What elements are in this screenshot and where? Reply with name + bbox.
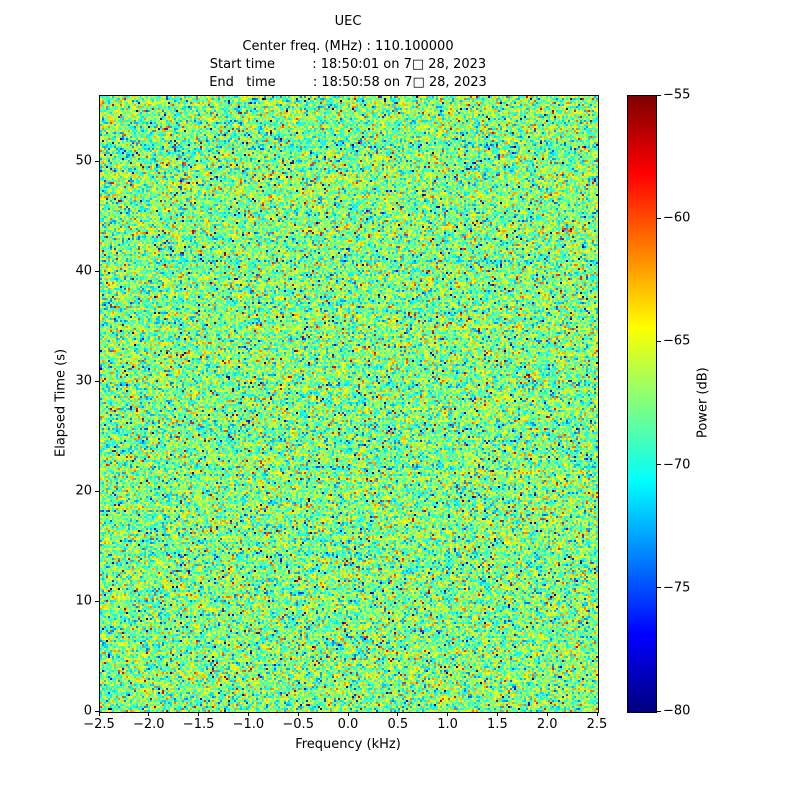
y-tick-mark [95,490,99,492]
colorbar-tick-label: −70 [663,457,691,473]
colorbar-tick-label: −80 [663,703,691,719]
y-tick-mark [95,270,99,272]
x-tick-label: −1.0 [232,717,265,732]
y-tick-mark [95,710,99,712]
colorbar-tick-mark [657,217,661,219]
colorbar-tick-label: −75 [663,580,691,596]
end-time-line: End time : 18:50:58 on 7□ 28, 2023 [209,75,487,90]
x-tick-label: 2.0 [536,717,558,732]
y-tick-label: 30 [75,373,92,389]
colorbar-tick-mark [657,94,661,96]
colorbar-tick-mark [657,587,661,589]
y-tick-label: 10 [75,593,92,609]
colorbar-canvas [628,96,656,712]
y-tick-label: 0 [83,703,92,719]
colorbar [627,95,657,713]
x-tick-mark [297,712,299,716]
y-tick-mark [95,160,99,162]
x-tick-label: 0.5 [387,717,409,732]
x-tick-label: 1.0 [437,717,458,732]
colorbar-tick-label: −60 [663,210,691,226]
start-time-line: Start time : 18:50:01 on 7□ 28, 2023 [209,57,487,72]
plot-subtitles: Center freq. (MHz) : 110.100000 Start ti… [0,38,696,92]
x-tick-label: 1.5 [487,717,508,732]
x-tick-label: −1.5 [182,717,215,732]
y-tick-label: 20 [75,483,92,499]
y-tick-label: 50 [75,153,92,169]
colorbar-tick-label: −65 [663,333,691,349]
y-tick-mark [95,380,99,382]
x-tick-mark [546,712,548,716]
y-tick-mark [95,600,99,602]
x-tick-label: 0.0 [337,717,359,732]
y-tick-label: 40 [75,263,92,279]
plot-title: UEC [334,14,362,29]
x-tick-mark [397,712,399,716]
heatmap-plot-area [99,95,599,713]
x-tick-mark [496,712,498,716]
colorbar-axis-label: Power (dB) [695,367,711,439]
y-axis-label: Elapsed Time (s) [53,348,69,458]
x-tick-mark [247,712,249,716]
x-tick-label: −2.0 [133,717,165,732]
x-tick-mark [447,712,449,716]
colorbar-tick-mark [657,710,661,712]
center-frequency-line: Center freq. (MHz) : 110.100000 [242,39,454,54]
x-tick-label: −2.5 [83,717,115,732]
x-axis-label: Frequency (kHz) [295,737,401,752]
colorbar-tick-label: −55 [663,87,691,103]
heatmap-canvas [100,96,598,712]
x-tick-mark [148,712,150,716]
x-tick-mark [198,712,200,716]
x-tick-mark [596,712,598,716]
x-tick-mark [98,712,100,716]
x-tick-label: −0.5 [282,717,314,732]
colorbar-tick-mark [657,464,661,466]
x-tick-mark [347,712,349,716]
colorbar-tick-mark [657,340,661,342]
x-tick-label: 2.5 [586,717,608,732]
